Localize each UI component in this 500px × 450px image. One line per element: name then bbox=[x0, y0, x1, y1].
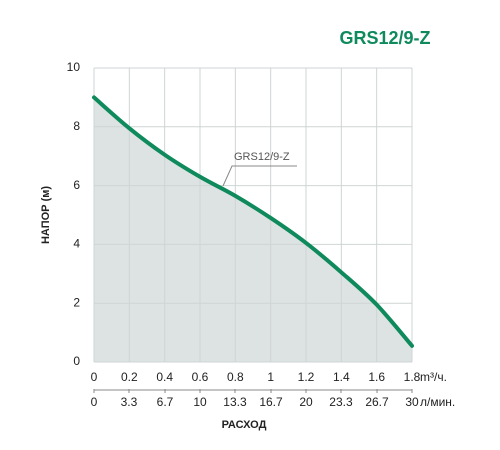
y-tick-label: 0 bbox=[73, 354, 80, 368]
x-tick-label: 0.6 bbox=[192, 370, 209, 384]
x2-unit: л/мин. bbox=[420, 395, 455, 409]
x-tick-label: 1.4 bbox=[333, 370, 350, 384]
x-tick-label: 1.2 bbox=[298, 370, 315, 384]
x2-tick-label: 23.3 bbox=[329, 395, 353, 409]
x2-tick-label: 10 bbox=[193, 395, 207, 409]
x-tick-label: 0.4 bbox=[156, 370, 173, 384]
x2-tick-label: 3.3 bbox=[121, 395, 138, 409]
leader-line bbox=[222, 165, 297, 187]
curve bbox=[92, 95, 414, 348]
curve-label: GRS12/9-Z bbox=[234, 151, 290, 163]
y-tick-label: 2 bbox=[73, 295, 80, 309]
x2-tick-label: 0 bbox=[91, 395, 98, 409]
area-fill bbox=[94, 97, 412, 363]
y-tick-label: 10 bbox=[67, 60, 81, 74]
x2-tick-label: 20 bbox=[299, 395, 313, 409]
x-tick-label: 0.2 bbox=[121, 370, 138, 384]
y-tick-label: 8 bbox=[73, 119, 80, 133]
x-axis-label: РАСХОД bbox=[222, 419, 267, 431]
x-tick-label: 0.8 bbox=[227, 370, 244, 384]
y-tick-label: 6 bbox=[73, 178, 80, 192]
x2-tick-label: 13.3 bbox=[223, 395, 247, 409]
x2-tick-label: 16.7 bbox=[259, 395, 283, 409]
x2-tick-label: 30 bbox=[405, 395, 419, 409]
x-tick-label: 1 bbox=[267, 370, 274, 384]
x-unit: m³/ч. bbox=[420, 370, 447, 384]
x-tick-label: 1.6 bbox=[368, 370, 385, 384]
chart-title: GRS12/9-Z bbox=[339, 28, 430, 48]
x-tick-label: 0 bbox=[91, 370, 98, 384]
y-axis-label: НАПОР (м) bbox=[40, 186, 52, 244]
x-tick-label: 1.8 bbox=[404, 370, 421, 384]
x2-tick-label: 6.7 bbox=[157, 395, 174, 409]
y-tick-label: 4 bbox=[73, 237, 80, 251]
x2-tick-label: 26.7 bbox=[365, 395, 389, 409]
